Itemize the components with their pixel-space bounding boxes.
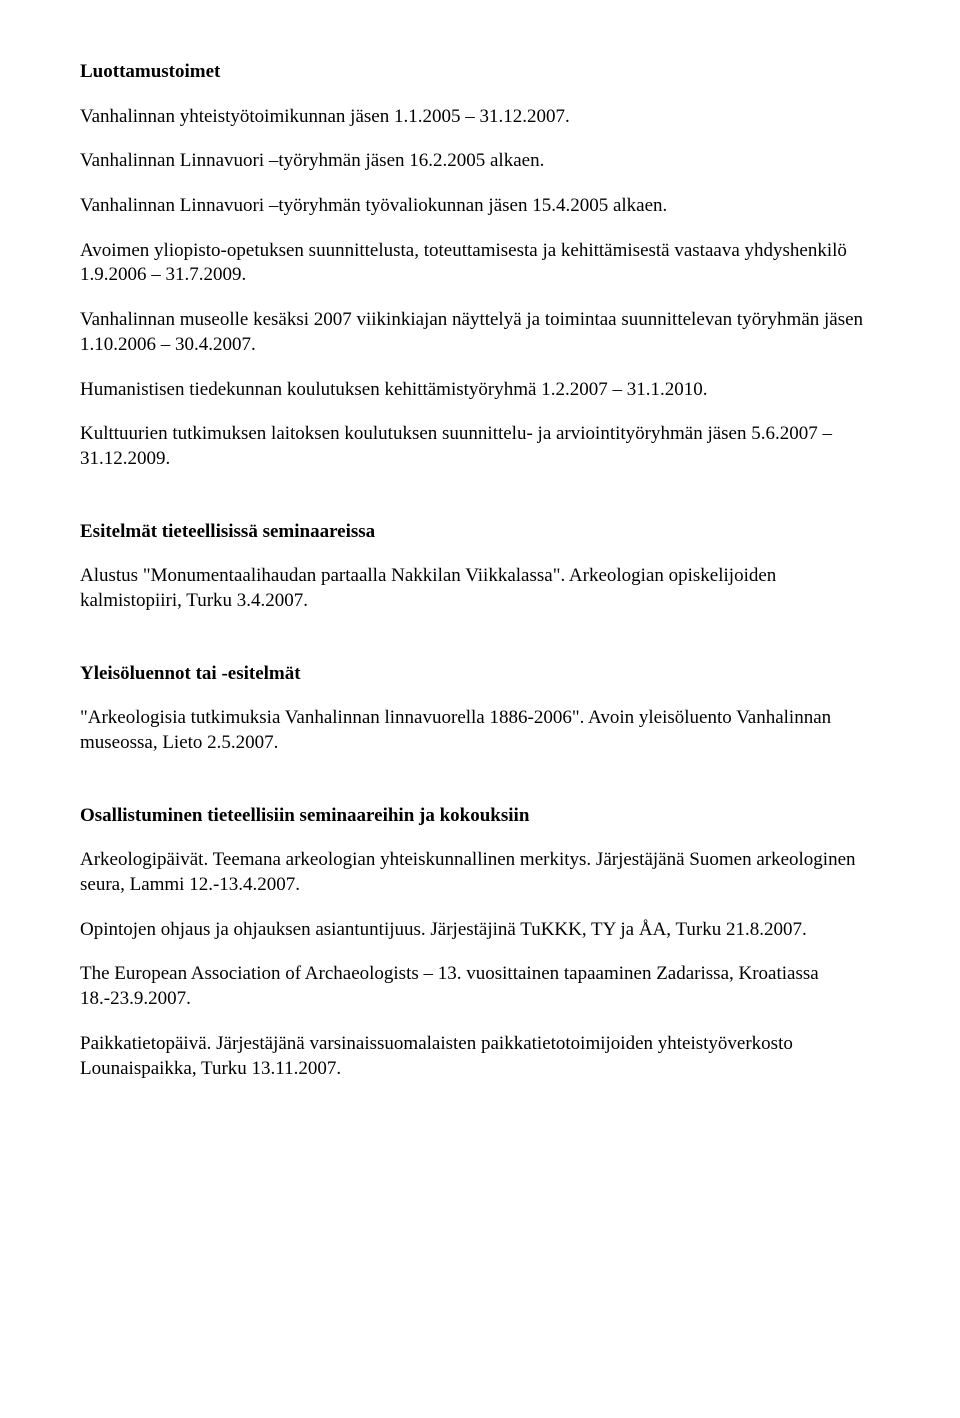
paragraph-text: Avoimen yliopisto-opetuksen suunnittelus… (80, 239, 880, 288)
heading-yleisoluennot: Yleisöluennot tai -esitelmät (80, 662, 880, 687)
paragraph-text: Vanhalinnan museolle kesäksi 2007 viikin… (80, 308, 880, 357)
section-yleisoluennot: Yleisöluennot tai -esitelmät "Arkeologis… (80, 662, 880, 756)
paragraph-text: Opintojen ohjaus ja ohjauksen asiantunti… (80, 918, 880, 943)
heading-osallistuminen: Osallistuminen tieteellisiin seminaareih… (80, 804, 880, 829)
section-luottamustoimet: Luottamustoimet Vanhalinnan yhteistyötoi… (80, 60, 880, 472)
section-osallistuminen: Osallistuminen tieteellisiin seminaareih… (80, 804, 880, 1082)
heading-esitelmat: Esitelmät tieteellisissä seminaareissa (80, 520, 880, 545)
paragraph-text: Arkeologipäivät. Teemana arkeologian yht… (80, 848, 880, 897)
paragraph-text: Paikkatietopäivä. Järjestäjänä varsinais… (80, 1032, 880, 1081)
paragraph-text: Vanhalinnan Linnavuori –työryhmän jäsen … (80, 149, 880, 174)
paragraph-text: "Arkeologisia tutkimuksia Vanhalinnan li… (80, 706, 880, 755)
paragraph-text: Vanhalinnan yhteistyötoimikunnan jäsen 1… (80, 105, 880, 130)
paragraph-text: Vanhalinnan Linnavuori –työryhmän työval… (80, 194, 880, 219)
heading-luottamustoimet: Luottamustoimet (80, 60, 880, 85)
paragraph-text: The European Association of Archaeologis… (80, 962, 880, 1011)
paragraph-text: Humanistisen tiedekunnan koulutuksen keh… (80, 378, 880, 403)
paragraph-text: Alustus "Monumentaalihaudan partaalla Na… (80, 564, 880, 613)
paragraph-text: Kulttuurien tutkimuksen laitoksen koulut… (80, 422, 880, 471)
section-esitelmat: Esitelmät tieteellisissä seminaareissa A… (80, 520, 880, 614)
